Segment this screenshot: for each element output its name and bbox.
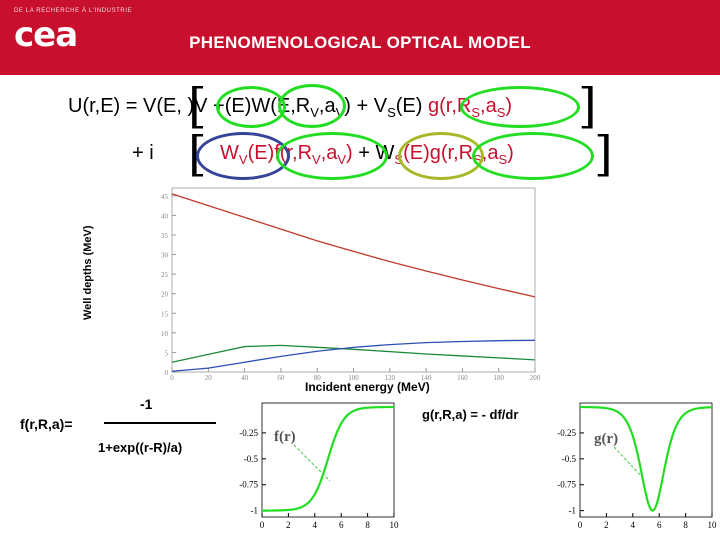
y-tick-label: -0.75	[557, 480, 576, 490]
x-tick-label: 100	[348, 374, 359, 380]
x-tick-label: 4	[631, 520, 636, 530]
x-tick-label: 8	[365, 520, 370, 530]
well-depth-chart: 0 5 10 15 20 25 30 35 40 45 0 20 40 60 80 100 120 140 160 1…	[161, 187, 540, 380]
x-tick-label: 6	[657, 520, 662, 530]
y-tick-label: 15	[161, 310, 169, 318]
page-title: PHENOMENOLOGICAL OPTICAL MODEL	[189, 33, 531, 52]
y-tick-label: 25	[161, 271, 169, 279]
x-tick-label: 4	[313, 520, 318, 530]
x-tick-label: 0	[260, 520, 265, 530]
x-tick-label: 60	[277, 374, 285, 380]
y-tick-label: -0.75	[239, 480, 258, 490]
y-tick-label: -0.25	[557, 428, 576, 438]
y-tick-label: 40	[161, 212, 169, 220]
x-tick-label: 120	[385, 374, 396, 380]
y-tick-label: 10	[161, 330, 169, 338]
highlight-oval-f2	[276, 132, 388, 180]
y-tick-label: 5	[165, 349, 169, 357]
x-tick-label: 40	[241, 374, 249, 380]
y-tick-label: -1	[569, 506, 577, 516]
eq-vs-e: (E)	[395, 95, 423, 117]
chart-xlabel: Incident energy (MeV)	[305, 380, 430, 394]
chart-axes: 0 5 10 15 20 25 30 35 40 45 0 20 40 60 80 100 120 140 160 1…	[161, 187, 540, 380]
x-tick-label: 10	[390, 520, 400, 530]
label-arrow	[293, 444, 331, 482]
plot-frame	[171, 187, 536, 373]
highlight-oval-v	[216, 86, 286, 128]
fermi-label: f(r,R,a)=	[20, 416, 73, 432]
eq-plus-i: + i	[132, 142, 154, 164]
chart-series	[171, 193, 536, 372]
deriv-label: g(r,R,a) = - df/dr	[422, 407, 519, 422]
y-tick-label: -0.5	[562, 454, 577, 464]
y-tick-label: 45	[161, 193, 169, 201]
x-tick-label: 140	[421, 374, 432, 380]
x-tick-label: 200	[530, 374, 540, 380]
x-tick-label: 80	[314, 374, 322, 380]
deriv-plot: -0.25 -0.5 -0.75 -10 2 4 6 8 10 g(r)	[557, 402, 718, 530]
y-tick-label: -0.25	[239, 428, 258, 438]
fermi-numerator: -1	[140, 396, 153, 412]
series-line-1	[171, 193, 536, 298]
plot-frame	[579, 402, 713, 518]
series-line-2	[171, 344, 536, 363]
equation-line-2: + i	[132, 142, 154, 165]
logo-tagline: DE LA RECHERCHE À L'INDUSTRIE	[14, 8, 133, 14]
highlight-oval-g1	[460, 86, 580, 128]
x-tick-label: 0	[170, 374, 174, 380]
function-label: f(r)	[274, 429, 296, 445]
bracket-open-1: [	[188, 78, 207, 134]
series-line-3	[171, 339, 536, 372]
highlight-oval-g2	[472, 132, 594, 180]
function-curve	[579, 405, 713, 512]
header-bar: DE LA RECHERCHE À L'INDUSTRIE cea PHENOM…	[0, 0, 720, 75]
label-arrow	[613, 446, 645, 480]
function-label: g(r)	[594, 431, 618, 447]
chart-ylabel: Well depths (MeV)	[82, 225, 94, 320]
fraction-line	[104, 422, 216, 424]
eq-vs-sub: S	[387, 105, 396, 120]
x-tick-label: 10	[708, 520, 718, 530]
eq-close: )	[344, 95, 351, 117]
y-tick-label: -0.5	[244, 454, 259, 464]
eq-plus-vs: + V	[356, 95, 388, 117]
x-tick-label: 2	[286, 520, 291, 530]
y-tick-label: 20	[161, 291, 169, 299]
bracket-close-2: ]	[594, 126, 613, 182]
y-tick-label: -1	[251, 506, 259, 516]
fermi-denominator: 1+exp((r-R)/a)	[98, 440, 183, 455]
cea-logo: cea	[14, 15, 78, 55]
x-tick-label: 0	[578, 520, 583, 530]
y-tick-label: 0	[165, 369, 169, 377]
x-tick-label: 180	[493, 374, 504, 380]
x-tick-label: 2	[604, 520, 609, 530]
x-tick-label: 8	[683, 520, 688, 530]
fermi-plot: -0.25 -0.5 -0.75 -10 2 4 6 8 10 f(r)	[239, 402, 400, 530]
highlight-oval-fr	[278, 84, 346, 128]
bracket-close-1: ]	[578, 78, 597, 134]
x-tick-label: 160	[457, 374, 468, 380]
x-tick-label: 20	[205, 374, 213, 380]
function-curve	[261, 405, 395, 512]
x-tick-label: 6	[339, 520, 344, 530]
y-tick-label: 35	[161, 232, 169, 240]
y-tick-label: 30	[161, 252, 169, 260]
